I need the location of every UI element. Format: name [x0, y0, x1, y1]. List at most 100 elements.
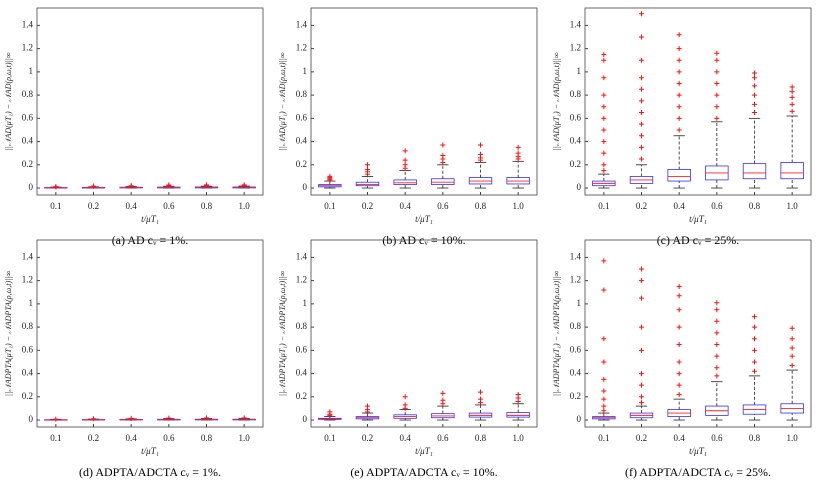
outlier [714, 80, 720, 86]
outlier [515, 150, 521, 156]
y-tick-label: 0.4 [296, 368, 308, 378]
x-tick-label: 1.0 [787, 201, 799, 211]
x-tick-label: 0.1 [324, 201, 335, 211]
outlier [676, 391, 682, 397]
outlier [601, 75, 607, 81]
caption: (e) ADPTA/ADCTA cᵥ = 10%. [350, 465, 497, 479]
outlier [639, 266, 644, 272]
outlier [789, 108, 795, 114]
outlier [714, 50, 720, 56]
outlier [714, 318, 720, 324]
outlier [676, 104, 682, 110]
x-tick-label: 0.4 [126, 201, 138, 211]
y-tick-label: 1 [29, 298, 34, 308]
outlier [789, 345, 795, 351]
outlier [714, 104, 720, 110]
outlier [752, 75, 757, 81]
x-tick-label: 0.6 [711, 201, 723, 211]
outlier [676, 307, 682, 313]
outlier [440, 153, 446, 159]
y-tick-label: 1 [303, 66, 308, 76]
x-tick-label: 0.8 [201, 201, 213, 211]
x-axis-label: t/μT₁ [689, 214, 707, 224]
y-tick-label: 0.2 [22, 391, 33, 401]
y-tick-label: 0 [577, 414, 582, 424]
outlier [402, 148, 408, 154]
outlier [601, 115, 607, 121]
outlier [676, 283, 682, 289]
y-tick-label: 0.6 [570, 112, 582, 122]
y-tick-label: 1.2 [22, 43, 33, 53]
x-axis-label: t/μT₁ [415, 446, 433, 456]
outlier [789, 84, 795, 90]
y-tick-label: 1.2 [22, 275, 33, 285]
x-tick-label: 0.2 [362, 201, 373, 211]
outlier [601, 287, 607, 293]
outlier [365, 162, 370, 168]
outlier [639, 371, 644, 377]
x-tick-label: 0.8 [475, 201, 487, 211]
outlier [515, 144, 521, 150]
outlier [601, 396, 607, 402]
y-tick-label: 0.2 [296, 391, 307, 401]
x-axis-label: t/μT₁ [689, 446, 707, 456]
outlier [440, 142, 446, 148]
outlier [91, 183, 96, 189]
outlier [714, 307, 720, 313]
y-tick-label: 1.2 [296, 275, 307, 285]
outlier [676, 342, 682, 348]
outlier [402, 394, 408, 400]
y-tick-label: 0.8 [22, 321, 34, 331]
outlier [752, 83, 757, 89]
x-tick-label: 0.4 [400, 201, 412, 211]
outlier [639, 382, 644, 388]
x-tick-label: 0.1 [50, 201, 61, 211]
y-tick-label: 0.4 [22, 368, 34, 378]
y-axis-label: ||𝒩AD(μT₁) − 𝒩AD(ρ,ω,t)||∞ [4, 52, 13, 150]
x-tick-label: 0.1 [598, 433, 609, 443]
outlier [676, 371, 682, 377]
outlier [601, 359, 607, 365]
outlier [639, 110, 644, 116]
outlier [639, 144, 644, 150]
outlier [53, 416, 59, 422]
outlier [128, 415, 134, 421]
outlier [752, 359, 757, 365]
outlier [639, 347, 644, 353]
outlier [752, 92, 757, 98]
outlier [789, 336, 795, 342]
outlier [676, 92, 682, 98]
y-tick-label: 1.4 [570, 19, 582, 29]
outlier [601, 57, 607, 63]
outlier [601, 51, 607, 57]
outlier [714, 57, 720, 63]
plot-frame [310, 7, 538, 196]
outlier [714, 373, 720, 379]
outlier [676, 80, 682, 86]
outlier [601, 92, 607, 98]
x-axis-label: t/μT₁ [415, 214, 433, 224]
y-tick-label: 0.4 [22, 136, 34, 146]
outlier [752, 101, 757, 107]
y-tick-label: 0.4 [570, 136, 582, 146]
y-tick-label: 1.2 [296, 43, 307, 53]
outlier [639, 11, 644, 17]
y-tick-label: 0 [303, 182, 308, 192]
outlier [752, 347, 757, 353]
outlier [204, 415, 209, 421]
outlier [440, 390, 446, 396]
x-tick-label: 0.2 [362, 433, 373, 443]
outlier [327, 409, 333, 415]
outlier [402, 162, 408, 168]
outlier [639, 295, 644, 301]
outlier [639, 75, 644, 81]
outlier [676, 324, 682, 330]
y-tick-label: 0.6 [296, 344, 308, 354]
x-tick-label: 1.0 [513, 201, 525, 211]
y-tick-label: 0.8 [570, 321, 582, 331]
outlier [676, 127, 682, 133]
x-tick-label: 1.0 [787, 433, 799, 443]
x-tick-label: 1.0 [513, 433, 525, 443]
outlier [478, 151, 483, 157]
